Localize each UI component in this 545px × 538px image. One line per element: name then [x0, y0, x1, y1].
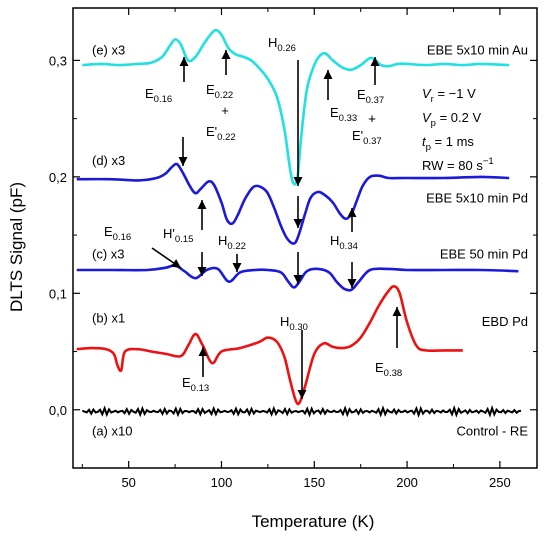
y-tick-label: 0,1 [49, 286, 67, 301]
series-name-c: EBE 50 min Pd [440, 246, 528, 261]
label-E022: E0.22 [206, 82, 233, 101]
arrow-e022-up [221, 50, 231, 75]
series-line-b [76, 284, 463, 406]
series-line-d [76, 162, 510, 245]
series-line-e [82, 28, 510, 186]
arrow-d-h026-down [293, 196, 303, 228]
annotation-labels: (a) x10 Control - RE (b) x1 EBD Pd (c) x3 EBE… [92, 35, 528, 438]
y-axis-title: DLTS Signal (pF) [7, 182, 26, 312]
label-E013: E0.13 [182, 375, 209, 394]
series-name-b: EBD Pd [482, 314, 528, 329]
x-tick-label: 200 [396, 475, 418, 490]
label-H034: H0.34 [330, 233, 358, 252]
arrow-b-h030-down [297, 330, 307, 399]
arrow-c-e016-diag [151, 247, 182, 269]
arrow-d-h015-up [197, 200, 207, 230]
label-Hprime015: H'0.15 [163, 226, 193, 245]
condition-4: RW = 80 s−1 [422, 156, 494, 173]
series-layer [76, 28, 522, 418]
annotation-arrows [151, 50, 402, 399]
arrow-e037-up [370, 57, 380, 85]
arrow-d-e016-down [178, 137, 188, 166]
x-tick-label: 150 [303, 475, 325, 490]
series-label-a: (a) x10 [92, 423, 132, 438]
label-H026: H0.26 [268, 35, 296, 54]
label-E033: E0.33 [330, 105, 357, 124]
series-label-e: (e) x3 [92, 43, 125, 58]
condition-2: Vp = 0.2 V [422, 110, 481, 129]
arrow-e033-up [323, 70, 333, 100]
series-line-c [76, 263, 519, 292]
arrow-c-h015-down [197, 252, 207, 276]
plot-frame [72, 7, 538, 469]
label-plus-3: + [368, 111, 376, 126]
y-tick-label: 0,2 [49, 170, 67, 185]
label-plus-2: + [368, 111, 376, 126]
series-name-d: EBE 5x10 min Pd [426, 190, 528, 205]
label-plus-1: + [221, 103, 229, 118]
label-E038: E0.38 [375, 360, 402, 379]
x-tick-label: 250 [489, 475, 511, 490]
arrow-d-h034-up [347, 208, 357, 232]
label-E016-top: E0.16 [145, 86, 172, 105]
condition-3: tp = 1 ms [422, 134, 474, 153]
arrow-b-e038-up [392, 307, 402, 348]
label-Eprime022: E'0.22 [206, 124, 236, 143]
label-E016: E0.16 [104, 224, 131, 243]
arrow-b-e013-up [198, 347, 208, 377]
arrow-e016-up [179, 57, 189, 82]
axes: 50 100 150 200 250 0,0 0,1 0,2 0,3 [49, 7, 538, 490]
arrow-c-h022-down [232, 254, 242, 272]
series-label-c: (c) x3 [92, 246, 125, 261]
series-line-a [81, 404, 522, 418]
label-H030: H0.30 [280, 314, 308, 333]
arrow-h026-down [293, 60, 303, 186]
label-E037: E0.37 [357, 87, 384, 106]
arrow-c-h034-down [347, 262, 357, 288]
y-tick-label: 0,0 [49, 403, 67, 418]
arrow-c-h026-down [293, 252, 303, 284]
label-Eprime037: E'0.37 [352, 128, 382, 147]
series-label-b: (b) x1 [92, 310, 125, 325]
series-name-e: EBE 5x10 min Au [427, 43, 528, 58]
series-label-d: (d) x3 [92, 153, 125, 168]
label-H022: H0.22 [218, 233, 246, 252]
x-tick-label: 50 [121, 475, 135, 490]
x-axis-title: Temperature (K) [252, 512, 375, 531]
y-tick-label: 0,3 [49, 53, 67, 68]
x-tick-label: 100 [211, 475, 233, 490]
series-name-a: Control - RE [456, 423, 528, 438]
condition-1: Vr = −1 V [422, 86, 476, 105]
